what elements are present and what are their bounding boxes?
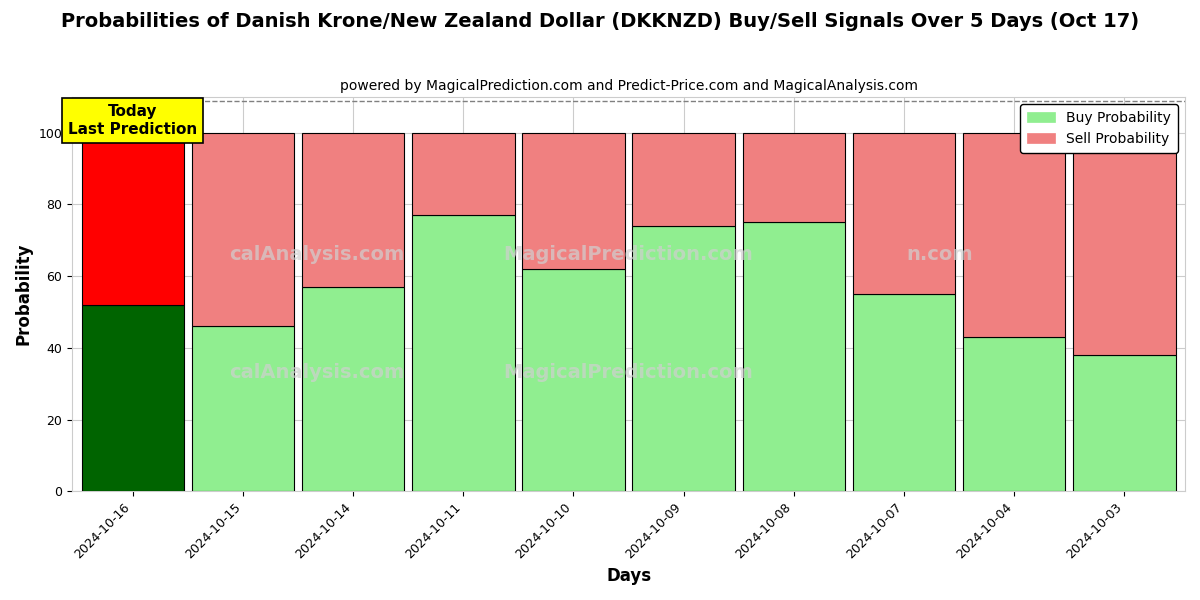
Bar — [192, 133, 294, 326]
Text: MagicalPrediction.com: MagicalPrediction.com — [504, 364, 754, 382]
Bar — [302, 133, 404, 287]
Y-axis label: Probability: Probability — [16, 243, 34, 346]
Bar — [302, 287, 404, 491]
Bar — [522, 133, 625, 269]
Bar — [1073, 355, 1176, 491]
Bar — [192, 326, 294, 491]
Bar — [82, 133, 184, 305]
Bar — [853, 133, 955, 294]
Bar — [632, 226, 734, 491]
Bar — [412, 215, 515, 491]
Bar — [82, 305, 184, 491]
Bar — [962, 337, 1066, 491]
Bar — [743, 223, 845, 491]
Bar — [412, 133, 515, 215]
Text: calAnalysis.com: calAnalysis.com — [229, 245, 404, 264]
Text: n.com: n.com — [907, 245, 973, 264]
Text: MagicalPrediction.com: MagicalPrediction.com — [504, 245, 754, 264]
Bar — [743, 133, 845, 223]
X-axis label: Days: Days — [606, 567, 652, 585]
Bar — [853, 294, 955, 491]
Title: powered by MagicalPrediction.com and Predict-Price.com and MagicalAnalysis.com: powered by MagicalPrediction.com and Pre… — [340, 79, 918, 93]
Bar — [522, 269, 625, 491]
Bar — [962, 133, 1066, 337]
Bar — [1073, 133, 1176, 355]
Bar — [632, 133, 734, 226]
Legend: Buy Probability, Sell Probability: Buy Probability, Sell Probability — [1020, 104, 1178, 153]
Text: Today
Last Prediction: Today Last Prediction — [68, 104, 197, 137]
Text: Probabilities of Danish Krone/New Zealand Dollar (DKKNZD) Buy/Sell Signals Over : Probabilities of Danish Krone/New Zealan… — [61, 12, 1139, 31]
Text: calAnalysis.com: calAnalysis.com — [229, 364, 404, 382]
